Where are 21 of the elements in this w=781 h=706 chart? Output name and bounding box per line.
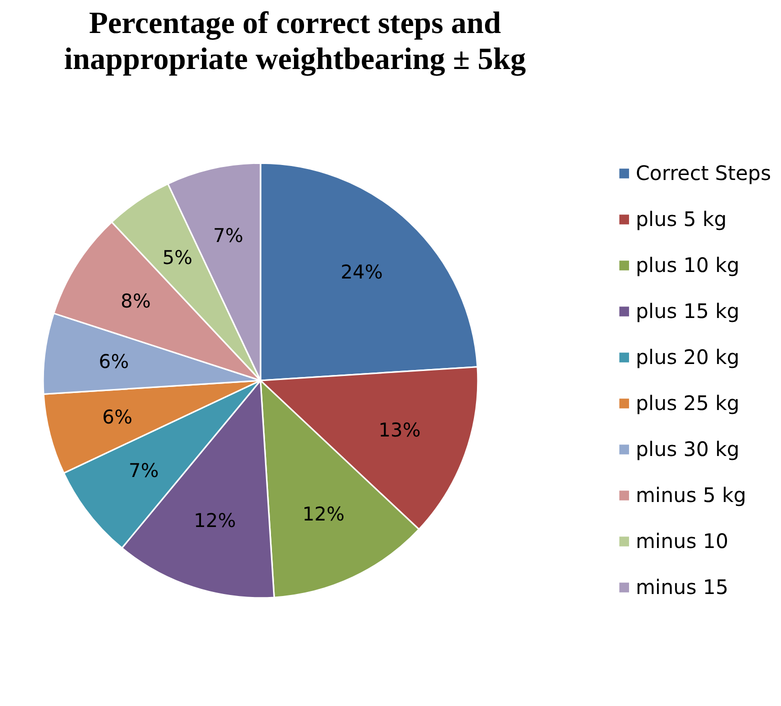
data-label: 24%: [340, 262, 383, 284]
data-label: 8%: [120, 290, 151, 312]
legend-label: minus 5 kg: [636, 483, 746, 507]
legend-label: minus 10: [636, 529, 728, 553]
legend-label: plus 15 kg: [636, 299, 740, 323]
data-label: 5%: [162, 247, 192, 270]
chart-title: Percentage of correct steps and inappropriate weightbearing ± 5kg: [63, 5, 527, 76]
legend-label: Correct Steps: [636, 161, 771, 185]
data-label: 6%: [102, 406, 132, 428]
data-label: 13%: [378, 420, 421, 442]
legend-label: plus 30 kg: [636, 437, 740, 461]
data-label: 6%: [98, 350, 129, 373]
legend-label: minus 15: [636, 575, 728, 599]
legend-label: plus 5 kg: [636, 207, 727, 231]
legend-label: plus 20 kg: [636, 345, 740, 369]
data-label: 12%: [302, 503, 345, 526]
legend-label: plus 25 kg: [636, 391, 740, 415]
data-label: 7%: [213, 225, 244, 248]
legend-label: plus 10 kg: [636, 253, 740, 277]
data-label: 7%: [128, 460, 159, 482]
data-label: 12%: [194, 510, 236, 532]
